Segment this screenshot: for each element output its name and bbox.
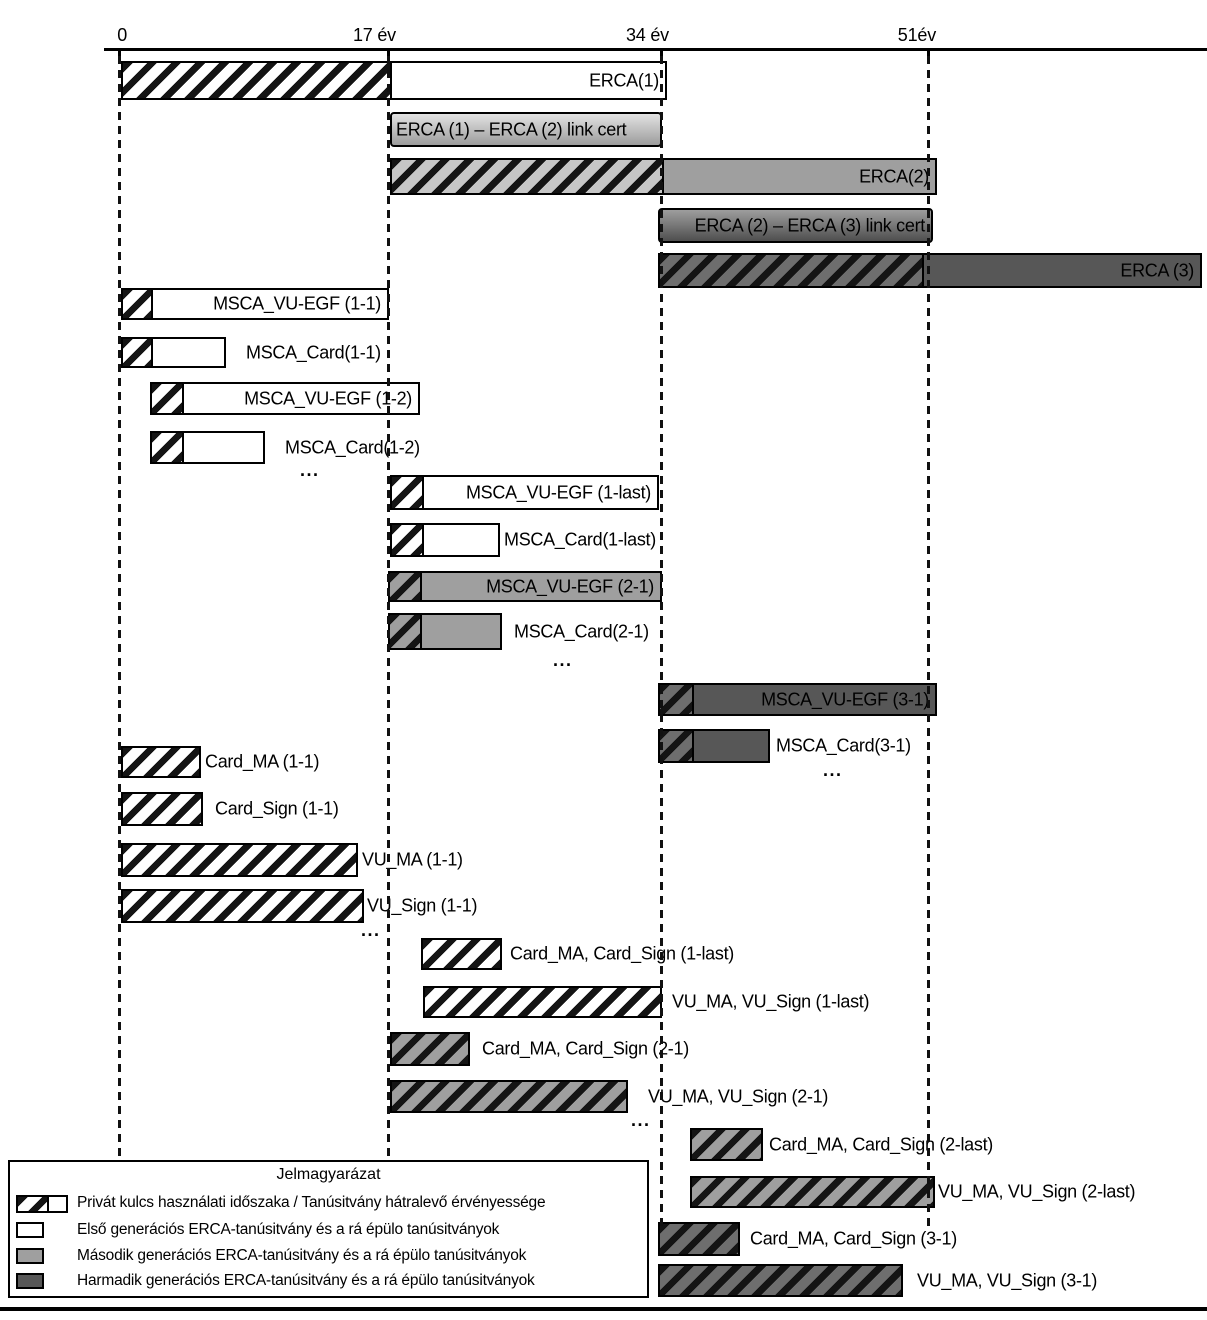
generation-boundary-line-2: [660, 56, 663, 1232]
bar-label-card-ma-card-sign-2-last: Card_MA, Card_Sign (2-last): [769, 1134, 993, 1154]
bar-label-msca-vu-egf-1-last: MSCA_VU-EGF (1-last): [465, 482, 651, 502]
bar-card-ma-card-sign-2-last: Card_MA, Card_Sign (2-last): [690, 1128, 993, 1161]
bar-msca-vu-egf-2-1: MSCA_VU-EGF (2-1): [388, 571, 662, 602]
axis-label-3: 51év: [897, 25, 936, 45]
bar-label-card-sign-1-1: Card_Sign (1-1): [215, 798, 339, 819]
axis-tick-3: [927, 48, 930, 58]
bar-label-vu-ma-vu-sign-1-last: VU_MA, VU_Sign (1-last): [672, 991, 870, 1012]
bar-label-card-ma-card-sign-1-last: Card_MA, Card_Sign (1-last): [510, 943, 734, 964]
private-key-usage-segment: [123, 290, 153, 318]
generation-boundary-line-3: [927, 56, 930, 1232]
axis-label-0: 0: [117, 25, 127, 45]
bar-card-ma-card-sign-3-1: Card_MA, Card_Sign (3-1): [658, 1222, 957, 1256]
bar-label-msca-card-2-1: MSCA_Card(2-1): [514, 621, 649, 641]
bar-label-erca2-erca3-link-cert: ERCA (2) – ERCA (3) link cert: [694, 215, 926, 235]
private-key-usage-segment: [123, 63, 392, 98]
bar-msca-card-1-2: MSCA_Card(1-2): [150, 431, 420, 464]
legend-swatch-split-hatch-white: [16, 1195, 68, 1213]
legend: Jelmagyarázat Privát kulcs használati id…: [8, 1160, 649, 1298]
private-key-usage-segment: [392, 477, 424, 508]
axis-label-1: 17 év: [352, 25, 396, 45]
bar-label-msca-vu-egf-2-1: MSCA_VU-EGF (2-1): [486, 576, 654, 596]
bar-vu-ma-vu-sign-2-1: VU_MA, VU_Sign (2-1): [390, 1080, 828, 1113]
axis-tick-0: [118, 48, 121, 58]
bar-vu-ma-vu-sign-1-last: VU_MA, VU_Sign (1-last): [423, 986, 869, 1018]
bar-label-msca-card-1-last: MSCA_Card(1-last): [504, 529, 656, 550]
legend-item-label-0: Privát kulcs használati időszaka / Tanús…: [77, 1194, 546, 1211]
bar-vu-ma-vu-sign-3-1: VU_MA, VU_Sign (3-1): [658, 1264, 1097, 1297]
bar-vu-ma-1-1: VU_MA (1-1): [121, 843, 463, 877]
ellipsis-0: ...: [300, 460, 320, 480]
bar-card-ma-1-1: Card_MA (1-1): [121, 746, 319, 778]
private-key-usage-segment: [390, 573, 422, 600]
bar-label-vu-ma-vu-sign-2-1: VU_MA, VU_Sign (2-1): [648, 1086, 829, 1106]
private-key-usage-segment: [152, 433, 184, 462]
legend-swatch-gen2: [16, 1248, 44, 1264]
legend-title: Jelmagyarázat: [276, 1166, 381, 1183]
bar-msca-card-1-1: MSCA_Card(1-1): [121, 337, 381, 368]
axis-tick-1: [387, 48, 390, 58]
private-key-usage-segment: [392, 160, 664, 193]
bar-card-sign-1-1: Card_Sign (1-1): [121, 792, 339, 826]
bar-label-erca1-erca2-link-cert: ERCA (1) – ERCA (2) link cert: [396, 119, 627, 139]
legend-item-label-2: Második generációs ERCA-tanúsitvány és a…: [77, 1247, 527, 1264]
ellipsis-2: ...: [823, 760, 843, 780]
bar-label-vu-ma-vu-sign-2-last: VU_MA, VU_Sign (2-last): [938, 1181, 1136, 1202]
bottom-rule: [0, 1307, 1207, 1311]
time-axis-line: [104, 48, 1207, 51]
bar-label-card-ma-card-sign-3-1: Card_MA, Card_Sign (3-1): [750, 1228, 957, 1249]
private-key-usage-segment: [390, 615, 422, 648]
bar-label-msca-vu-egf-3-1: MSCA_VU-EGF (3-1): [761, 689, 929, 709]
bar-vu-sign-1-1: VU_Sign (1-1): [121, 889, 477, 923]
bar-msca-vu-egf-3-1: MSCA_VU-EGF (3-1): [658, 683, 937, 716]
bar-label-msca-vu-egf-1-1: MSCA_VU-EGF (1-1): [213, 293, 381, 314]
ellipsis-4: ...: [631, 1110, 651, 1130]
bar-erca1-erca2-link-cert: ERCA (1) – ERCA (2) link cert: [390, 112, 662, 147]
bar-label-erca-1: ERCA(1): [589, 70, 659, 90]
ellipsis-3: ...: [361, 920, 381, 940]
bar-label-card-ma-card-sign-2-1: Card_MA, Card_Sign (2-1): [482, 1038, 689, 1059]
bar-card-ma-card-sign-2-1: Card_MA, Card_Sign (2-1): [390, 1032, 689, 1066]
ellipsis-1: ...: [553, 650, 573, 670]
private-key-usage-segment: [660, 255, 924, 286]
private-key-usage-segment: [392, 525, 424, 555]
private-key-usage-segment: [152, 384, 184, 413]
bar-msca-card-2-1: MSCA_Card(2-1): [388, 613, 649, 650]
legend-swatch-gen1: [16, 1222, 44, 1238]
bar-vu-ma-vu-sign-2-last: VU_MA, VU_Sign (2-last): [690, 1176, 1135, 1208]
legend-swatch-white-cell: [46, 1197, 66, 1211]
private-key-usage-segment: [660, 685, 694, 714]
bar-card-ma-card-sign-1-last: Card_MA, Card_Sign (1-last): [421, 938, 734, 970]
generation-boundary-line-1: [387, 56, 390, 1160]
bar-label-vu-ma-1-1: VU_MA (1-1): [362, 849, 463, 870]
bar-msca-card-3-1: MSCA_Card(3-1): [658, 729, 911, 763]
bar-msca-vu-egf-1-2: MSCA_VU-EGF (1-2): [150, 382, 420, 415]
legend-item-label-3: Harmadik generációs ERCA-tanúsitvány és …: [77, 1272, 535, 1289]
bar-label-msca-card-3-1: MSCA_Card(3-1): [776, 735, 911, 756]
bar-label-vu-sign-1-1: VU_Sign (1-1): [367, 895, 478, 916]
bar-label-msca-card-1-1: MSCA_Card(1-1): [246, 342, 381, 362]
legend-swatch-gen3: [16, 1273, 44, 1289]
bar-label-erca-3: ERCA (3): [1120, 260, 1194, 280]
axis-tick-2: [660, 48, 663, 58]
private-key-usage-segment: [123, 339, 153, 366]
bar-erca2-erca3-link-cert: ERCA (2) – ERCA (3) link cert: [658, 208, 933, 243]
bar-erca-2: ERCA(2): [390, 158, 937, 195]
bar-msca-vu-egf-1-1: MSCA_VU-EGF (1-1): [121, 288, 389, 320]
legend-item-label-1: Első generációs ERCA-tanúsitvány és a rá…: [77, 1221, 500, 1238]
axis-label-2: 34 év: [625, 25, 669, 45]
generation-boundary-line-0: [118, 56, 121, 1160]
bar-label-vu-ma-vu-sign-3-1: VU_MA, VU_Sign (3-1): [917, 1270, 1098, 1290]
bar-erca-1: ERCA(1): [121, 61, 667, 100]
legend-swatch-hatch-cell: [18, 1197, 47, 1211]
bar-erca-3: ERCA (3): [658, 253, 1202, 288]
bar-label-erca-2: ERCA(2): [859, 166, 929, 186]
private-key-usage-segment: [660, 731, 694, 761]
bar-label-msca-vu-egf-1-2: MSCA_VU-EGF (1-2): [244, 388, 412, 408]
bar-msca-card-1-last: MSCA_Card(1-last): [390, 523, 656, 557]
bar-msca-vu-egf-1-last: MSCA_VU-EGF (1-last): [390, 475, 659, 510]
bar-label-msca-card-1-2: MSCA_Card(1-2): [285, 437, 420, 457]
bar-label-card-ma-1-1: Card_MA (1-1): [205, 751, 320, 772]
